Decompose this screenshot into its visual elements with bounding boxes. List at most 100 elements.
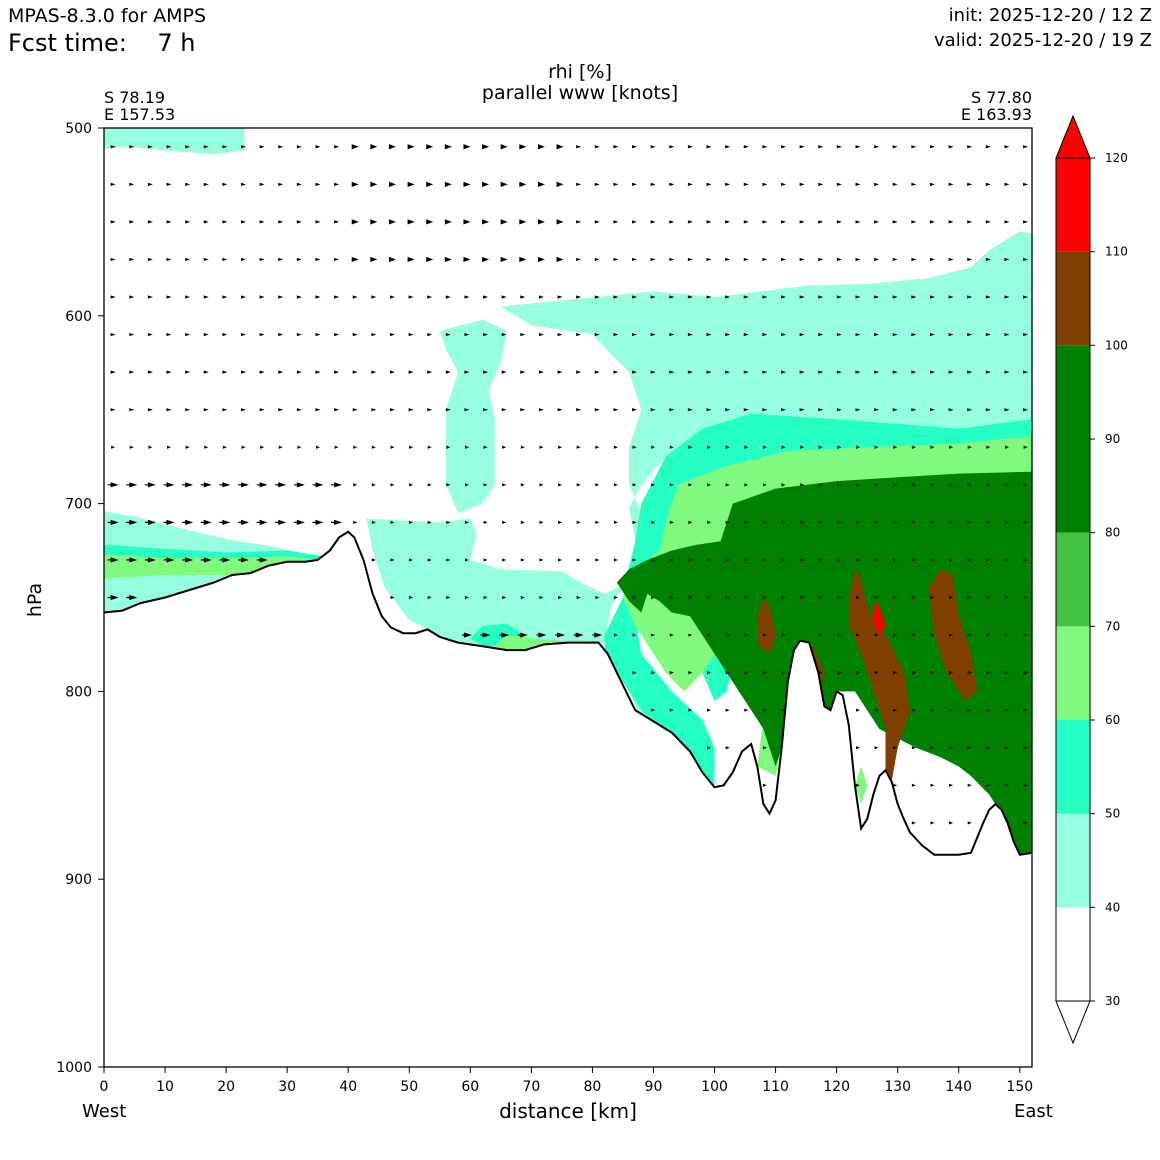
wind-arrow <box>856 558 860 562</box>
wind-arrow <box>241 408 247 412</box>
wind-arrow <box>166 182 172 186</box>
wind-arrow <box>315 220 321 224</box>
wind-arrow <box>893 520 898 524</box>
wind-arrow <box>427 370 433 374</box>
wind-arrow <box>519 256 527 263</box>
wind-arrow <box>594 220 600 224</box>
wind-arrow <box>948 332 954 337</box>
wind-arrow <box>110 182 116 186</box>
y-tick-label: 600 <box>65 309 92 325</box>
wind-arrow <box>256 519 268 525</box>
wind-arrow <box>483 558 488 562</box>
wind-arrow <box>555 632 566 638</box>
wind-arrow <box>1023 145 1029 149</box>
wind-arrow <box>278 295 284 299</box>
wind-arrow <box>200 557 212 563</box>
wind-arrow <box>911 257 917 262</box>
wind-arrow <box>632 633 637 637</box>
wind-arrow <box>687 182 693 186</box>
wind-arrow <box>929 370 935 374</box>
wind-arrow <box>576 295 582 299</box>
wind-arrow <box>669 370 675 374</box>
wind-arrow <box>500 256 508 263</box>
wind-arrow <box>986 445 991 449</box>
wind-arrow <box>557 370 563 374</box>
wind-arrow <box>781 595 786 600</box>
wind-arrow <box>929 408 935 412</box>
wind-arrow <box>930 671 935 675</box>
wind-arrow <box>743 295 749 299</box>
wind-arrow <box>576 595 581 600</box>
wind-arrow <box>744 595 749 600</box>
wind-arrow <box>986 520 991 524</box>
wind-arrow <box>967 783 972 787</box>
wind-arrow <box>259 182 265 186</box>
wind-arrow <box>129 145 135 149</box>
wind-arrow <box>836 145 842 149</box>
rhi-region-3 <box>439 319 507 513</box>
wind-arrow <box>949 671 954 675</box>
wind-arrow <box>874 708 879 712</box>
colorbar-level-2 <box>1056 720 1090 814</box>
wind-arrow <box>445 332 451 337</box>
wind-arrow <box>967 182 973 186</box>
wind-arrow <box>163 482 175 488</box>
wind-arrow <box>836 257 842 262</box>
wind-arrow <box>985 257 991 262</box>
wind-arrow <box>632 295 638 299</box>
wind-arrow <box>743 182 749 186</box>
wind-arrow <box>781 182 787 186</box>
wind-arrow <box>781 220 787 224</box>
wind-arrow <box>613 520 618 524</box>
wind-arrow <box>929 295 935 299</box>
wind-arrow <box>892 332 898 337</box>
wind-arrow <box>1023 746 1028 750</box>
wind-arrow <box>967 445 972 449</box>
wind-arrow <box>500 219 508 225</box>
colorbar-tick-label: 30 <box>1105 994 1120 1008</box>
wind-arrow <box>389 295 395 299</box>
rhi-region-14 <box>757 597 776 654</box>
terrain <box>104 530 1032 1067</box>
wind-arrow <box>445 370 451 374</box>
wind-arrow <box>948 295 954 299</box>
wind-arrow <box>1023 595 1028 600</box>
wind-arrow <box>446 558 451 562</box>
wind-arrow <box>296 408 302 412</box>
wind-arrow <box>985 295 991 299</box>
wind-arrow <box>408 370 414 374</box>
wind-arrow <box>687 145 693 149</box>
wind-arrow <box>911 483 916 487</box>
wind-arrow <box>818 633 823 637</box>
wind-arrow <box>352 408 358 412</box>
wind-arrow <box>444 256 452 263</box>
wind-arrow <box>818 257 824 262</box>
wind-arrow <box>538 370 544 374</box>
wind-arrow <box>352 332 358 337</box>
wind-arrow <box>893 595 898 600</box>
wind-arrow <box>464 370 470 374</box>
wind-arrow <box>334 445 339 449</box>
wind-arrow <box>129 370 135 374</box>
init-time: init: 2025-12-20 / 12 Z <box>948 5 1152 26</box>
wind-arrow <box>407 219 415 225</box>
wind-arrow <box>126 482 138 488</box>
wind-arrow <box>986 483 991 487</box>
wind-arrow <box>519 219 527 225</box>
wind-arrow <box>166 408 172 412</box>
wind-arrow <box>334 257 340 262</box>
wind-arrow <box>967 671 972 675</box>
colorbar-level-5 <box>1056 345 1090 533</box>
wind-arrow <box>293 482 305 488</box>
wind-arrow <box>856 708 860 712</box>
wind-arrow <box>818 145 824 149</box>
wind-arrow <box>426 219 434 225</box>
wind-arrow <box>256 482 268 488</box>
wind-arrow <box>650 145 656 149</box>
wind-arrow <box>781 708 786 712</box>
wind-arrow <box>893 633 898 637</box>
wind-arrow <box>1023 257 1029 262</box>
wind-arrow <box>781 332 787 337</box>
wind-arrow <box>1004 671 1009 675</box>
